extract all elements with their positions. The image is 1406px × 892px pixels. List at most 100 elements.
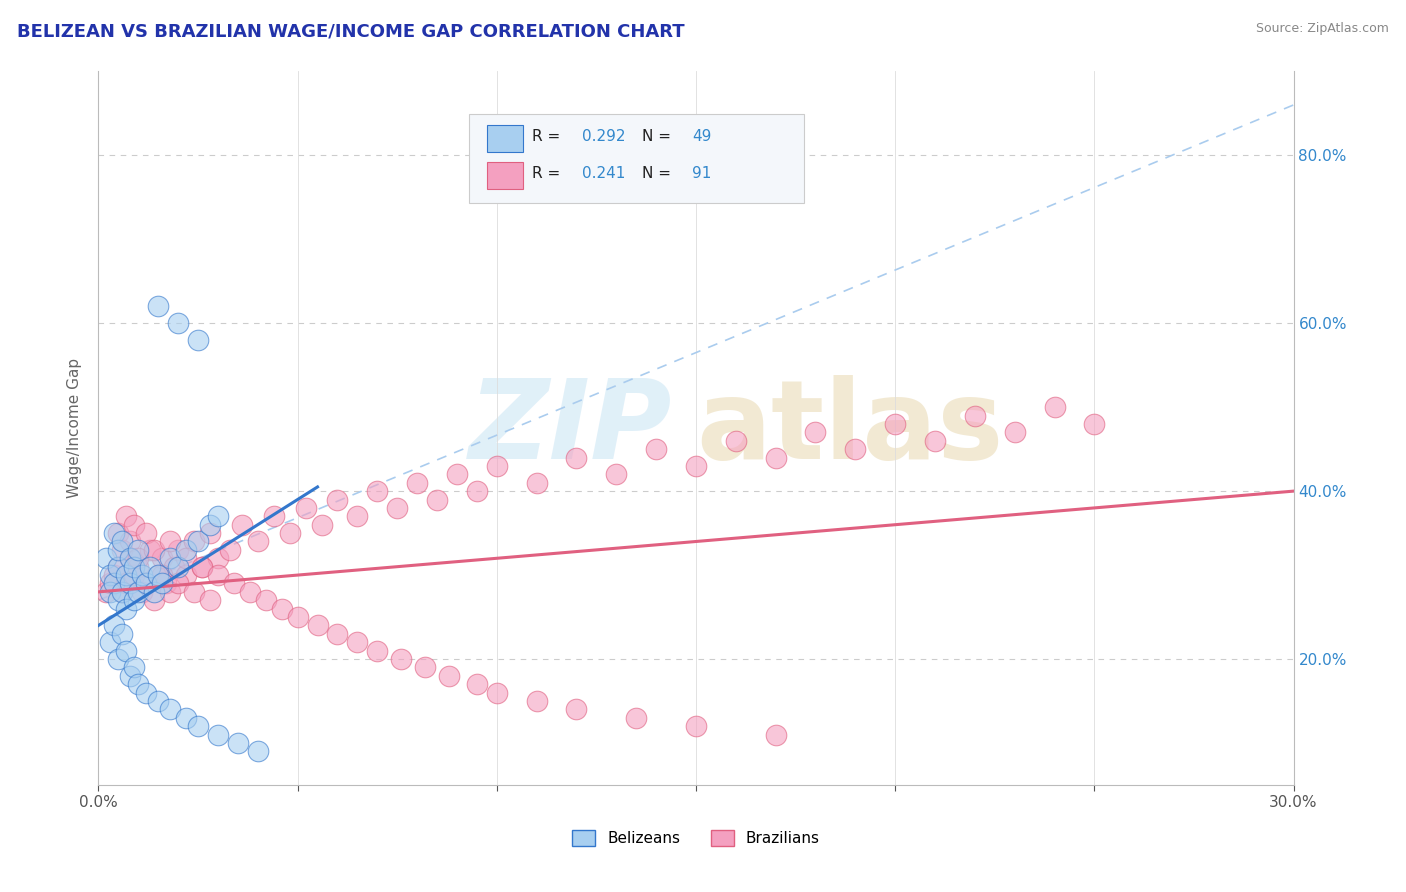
Point <box>207 728 229 742</box>
Point <box>159 551 181 566</box>
Point <box>389 652 412 666</box>
Point <box>148 300 170 314</box>
Point <box>465 677 488 691</box>
Point <box>765 450 787 465</box>
Point <box>98 576 122 591</box>
Point <box>765 728 787 742</box>
Text: BELIZEAN VS BRAZILIAN WAGE/INCOME GAP CORRELATION CHART: BELIZEAN VS BRAZILIAN WAGE/INCOME GAP CO… <box>17 22 685 40</box>
Point <box>124 517 146 532</box>
Point <box>294 500 316 515</box>
Point <box>183 534 205 549</box>
Point <box>163 559 186 574</box>
Point <box>167 576 190 591</box>
Point <box>884 417 907 431</box>
Point <box>207 509 229 524</box>
Point <box>270 601 292 615</box>
Point <box>124 568 146 582</box>
Point <box>366 484 388 499</box>
Point <box>565 450 588 465</box>
Point <box>222 576 245 591</box>
Point <box>103 526 125 541</box>
Bar <box>486 162 523 189</box>
Point <box>120 551 142 566</box>
Point <box>98 585 122 599</box>
Point <box>150 568 173 582</box>
Text: ZIP: ZIP <box>468 375 672 482</box>
Point <box>605 467 627 482</box>
Point <box>187 333 209 347</box>
Point <box>207 551 229 566</box>
Point <box>131 568 153 582</box>
Point <box>174 542 197 557</box>
Point <box>346 635 368 649</box>
Point <box>198 526 221 541</box>
Point <box>124 559 146 574</box>
Point <box>804 425 827 440</box>
Point <box>135 576 157 591</box>
Point <box>124 593 146 607</box>
Point <box>159 585 181 599</box>
Point <box>191 559 214 574</box>
Point <box>239 585 262 599</box>
Point <box>111 542 134 557</box>
Point <box>127 585 149 599</box>
Text: 49: 49 <box>692 128 711 144</box>
Point <box>1083 417 1105 431</box>
Point <box>346 509 368 524</box>
Text: R =: R = <box>533 166 565 181</box>
Point <box>187 719 209 733</box>
Point <box>174 551 197 566</box>
Point <box>159 702 181 716</box>
Point <box>326 627 349 641</box>
Point <box>120 551 142 566</box>
Point <box>111 534 134 549</box>
Point <box>645 442 668 457</box>
Point <box>103 576 125 591</box>
Text: atlas: atlas <box>696 375 1004 482</box>
Point <box>385 500 409 515</box>
Text: N =: N = <box>643 128 676 144</box>
Point <box>107 593 129 607</box>
Point <box>127 559 149 574</box>
Text: 91: 91 <box>692 166 711 181</box>
Point <box>120 534 142 549</box>
Point <box>207 568 229 582</box>
Point <box>115 601 138 615</box>
Point <box>263 509 285 524</box>
Point <box>167 316 190 330</box>
Point <box>844 442 866 457</box>
Point <box>167 542 190 557</box>
Point <box>406 475 429 490</box>
Point <box>115 576 138 591</box>
Bar <box>486 125 523 152</box>
Point <box>155 576 177 591</box>
Point <box>120 669 142 683</box>
Point <box>526 475 548 490</box>
Point <box>287 610 309 624</box>
Point <box>1043 400 1066 414</box>
Text: N =: N = <box>643 166 676 181</box>
Point <box>326 492 349 507</box>
Point <box>565 702 588 716</box>
Point <box>98 635 122 649</box>
Point <box>198 593 221 607</box>
Point <box>226 736 249 750</box>
Y-axis label: Wage/Income Gap: Wage/Income Gap <box>67 358 83 499</box>
Point <box>107 542 129 557</box>
Point <box>148 568 170 582</box>
Point <box>107 559 129 574</box>
Point <box>159 534 181 549</box>
Point <box>115 509 138 524</box>
Point <box>111 627 134 641</box>
Point <box>135 576 157 591</box>
Point <box>437 669 460 683</box>
Point <box>963 409 986 423</box>
Point <box>724 434 747 448</box>
Point <box>96 551 118 566</box>
Point <box>191 559 214 574</box>
Point <box>148 568 170 582</box>
Point <box>139 542 162 557</box>
Point <box>485 458 508 473</box>
Point <box>127 542 149 557</box>
Point <box>103 618 125 632</box>
